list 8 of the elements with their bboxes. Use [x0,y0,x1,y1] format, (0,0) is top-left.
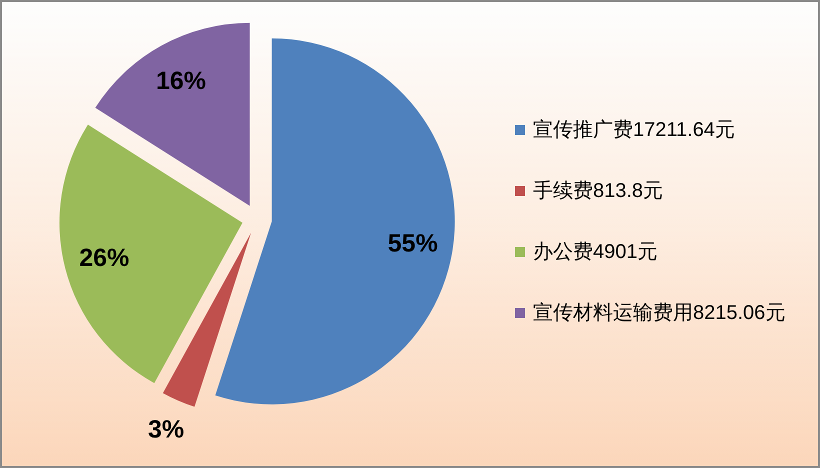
data-label: 16% [156,66,206,95]
data-label: 55% [388,230,438,258]
data-label: 26% [79,244,130,272]
legend-label: 宣传材料运输费用8215.06元 [533,302,786,324]
data-label: 3% [148,415,184,444]
legend-label: 手续费813.8元 [533,180,664,202]
legend-label: 办公费4901元 [533,241,658,263]
legend-label: 宣传推广费17211.64元 [533,119,735,141]
